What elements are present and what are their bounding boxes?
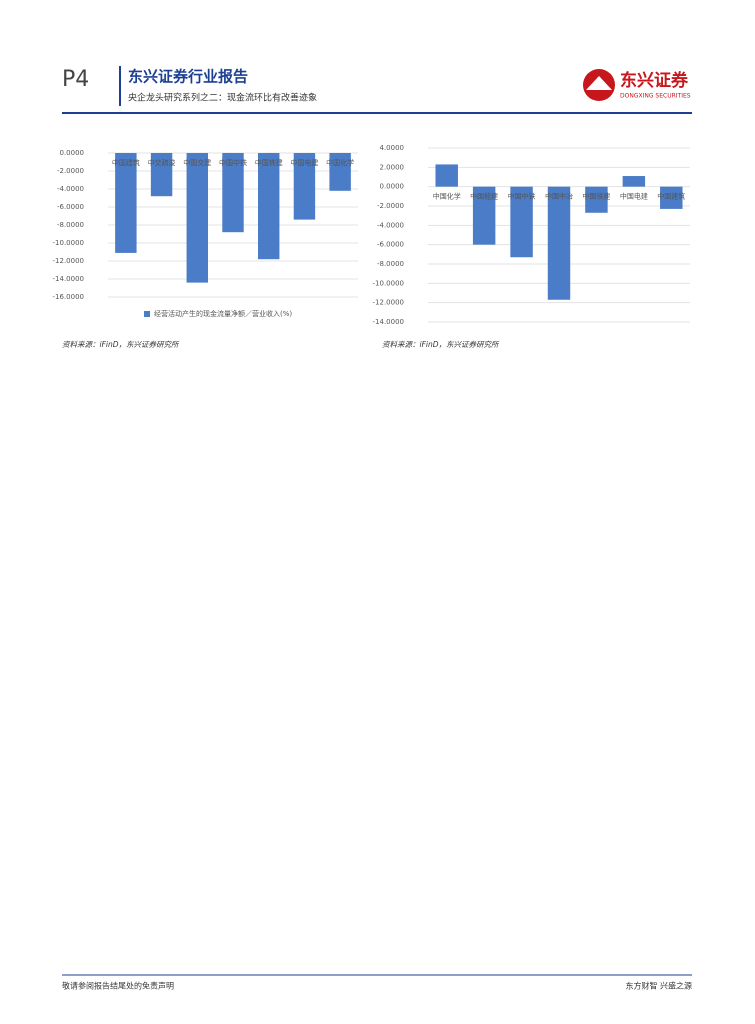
y-tick-label: -14.0000: [373, 318, 404, 326]
x-tick-label: 中国中冶: [545, 192, 573, 201]
bar: [585, 186, 608, 213]
y-tick-label: -6.0000: [57, 203, 84, 211]
x-tick-label: 中国中铁: [219, 158, 247, 167]
y-tick-label: 2.0000: [380, 163, 405, 171]
y-tick-label: -14.0000: [53, 275, 84, 283]
y-tick-label: -6.0000: [377, 241, 404, 249]
bar: [472, 186, 496, 245]
logo-en: DONGXING SECURITIES: [620, 93, 691, 100]
chart-source: 资料来源：iFinD，东兴证券研究所: [382, 340, 500, 349]
y-tick-label: -12.0000: [53, 257, 84, 265]
bar: [258, 153, 280, 260]
y-tick-label: -2.0000: [57, 167, 84, 175]
footer-right: 东方财智 兴盛之源: [625, 981, 692, 991]
bar: [622, 176, 646, 187]
y-tick-label: -8.0000: [57, 221, 84, 229]
bar: [293, 153, 316, 220]
y-tick-label: -10.0000: [53, 239, 84, 247]
x-tick-label: 中交疏浚: [148, 158, 176, 167]
y-tick-label: -8.0000: [377, 260, 404, 268]
bar: [435, 164, 458, 187]
y-tick-label: -4.0000: [57, 185, 84, 193]
legend-label: 经营活动产生的现金流量净额／营业收入(%): [154, 309, 292, 318]
chart-source: 资料来源：iFinD，东兴证券研究所: [62, 340, 180, 349]
logo-text: 东兴证券: [620, 70, 689, 91]
x-tick-label: 中国化学: [326, 158, 354, 167]
header-title: 东兴证券行业报告: [128, 68, 248, 86]
y-tick-label: -2.0000: [377, 202, 404, 210]
bar: [115, 153, 137, 253]
bar: [150, 153, 173, 197]
logo-shape: [586, 76, 612, 90]
x-tick-label: 中国交建: [183, 158, 211, 167]
x-tick-label: 中国电建: [290, 158, 318, 167]
page-number: P4: [62, 67, 89, 92]
x-tick-label: 中国能建: [470, 192, 498, 201]
bar: [510, 186, 533, 258]
x-tick-label: 中国中铁: [508, 192, 536, 201]
header-subtitle: 央企龙头研究系列之二：现金流环比有改善迹象: [128, 92, 317, 104]
y-tick-label: 4.0000: [380, 144, 405, 152]
bar: [222, 153, 244, 233]
x-tick-label: 中国铁建: [255, 158, 283, 167]
x-tick-label: 中国建筑: [657, 192, 685, 201]
x-tick-label: 中国铁建: [582, 192, 610, 201]
bar: [547, 186, 571, 300]
bar: [660, 186, 683, 209]
x-tick-label: 中国化学: [433, 192, 461, 201]
bar: [186, 153, 208, 283]
y-tick-label: 0.0000: [380, 183, 405, 191]
y-tick-label: -4.0000: [377, 221, 404, 229]
y-tick-label: -12.0000: [373, 299, 404, 307]
x-tick-label: 中国建筑: [112, 158, 140, 167]
footer-left: 敬请参阅报告结尾处的免责声明: [62, 981, 174, 991]
legend-swatch: [144, 311, 150, 317]
x-tick-label: 中国电建: [620, 192, 648, 201]
y-tick-label: -16.0000: [53, 293, 84, 301]
y-tick-label: 0.0000: [60, 149, 85, 157]
bar: [329, 153, 351, 191]
y-tick-label: -10.0000: [373, 279, 404, 287]
